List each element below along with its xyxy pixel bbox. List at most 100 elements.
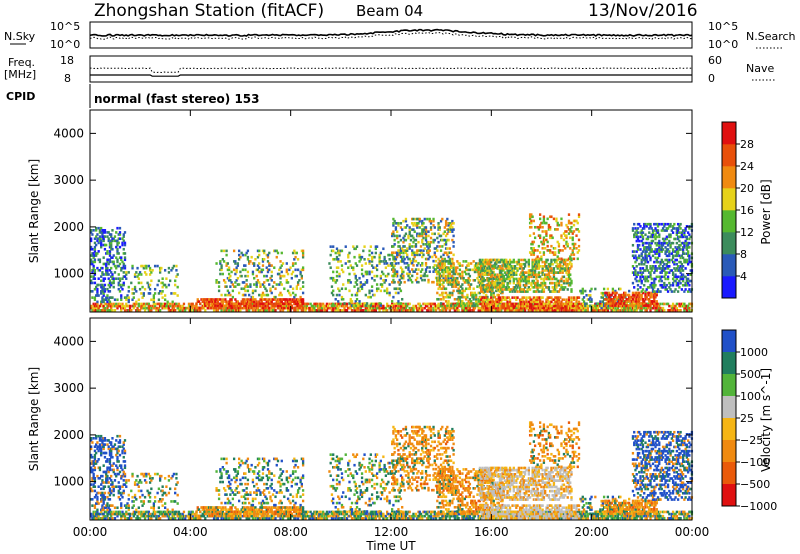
power-cell [490, 258, 493, 262]
power-cell [251, 291, 255, 295]
power-cell [536, 306, 539, 310]
power-cell [402, 304, 405, 307]
power-cell [372, 266, 375, 270]
power-cell [448, 295, 451, 299]
power-cell [446, 279, 449, 282]
power-cell [467, 308, 470, 312]
power-cell [634, 254, 637, 258]
power-cell [419, 304, 423, 308]
power-cell [449, 276, 453, 280]
power-cell [301, 308, 305, 312]
power-cell [163, 302, 167, 306]
power-cell [337, 260, 340, 263]
power-cell [111, 237, 114, 241]
power-cell [314, 304, 317, 308]
power-cell [414, 245, 418, 248]
power-cell [332, 306, 335, 310]
power-cell [419, 249, 423, 252]
power-cell [357, 308, 360, 312]
power-cell [414, 251, 418, 255]
power-cell [545, 221, 548, 225]
power-cell [399, 247, 403, 251]
power-cell [404, 226, 408, 229]
power-cell [481, 281, 484, 285]
power-cell [546, 267, 549, 270]
power-cell [590, 287, 593, 291]
power-cell [155, 308, 158, 312]
power-cell [439, 262, 443, 265]
power-cell [448, 268, 451, 271]
power-cell [384, 274, 388, 278]
power-cell [161, 304, 164, 308]
power-cell [266, 306, 270, 310]
power-cell [550, 260, 553, 264]
power-cell [502, 281, 505, 285]
power-cell [546, 240, 549, 244]
power-cell [436, 280, 439, 284]
power-cell [488, 270, 492, 274]
power-cell [428, 243, 431, 246]
power-cell [394, 306, 398, 310]
power-cell [404, 266, 408, 269]
power-cell [457, 308, 460, 312]
power-cell [244, 304, 247, 308]
power-cell [586, 306, 589, 310]
power-cell [635, 239, 638, 243]
power-cell [545, 234, 548, 237]
power-cell [391, 245, 394, 248]
power-cell [340, 249, 344, 253]
power-cell [219, 298, 222, 301]
power-cell [370, 304, 374, 308]
power-cell [240, 300, 243, 303]
power-cell [145, 306, 148, 310]
power-cell [250, 295, 253, 299]
power-cell [299, 306, 302, 310]
power-cell [601, 296, 604, 299]
power-cell [540, 257, 543, 261]
power-cell [148, 304, 152, 308]
power-cell [688, 308, 691, 312]
power-cell [264, 302, 267, 306]
power-cell [678, 304, 681, 308]
power-cell [441, 259, 444, 263]
power-cell [522, 258, 525, 262]
power-cell [244, 274, 247, 278]
power-cell [510, 288, 513, 291]
power-cell [610, 304, 613, 307]
power-cell [441, 308, 444, 312]
power-cell [285, 270, 288, 274]
power-cell [492, 293, 495, 297]
power-cell [92, 302, 95, 306]
power-cell [478, 302, 482, 306]
power-cell [530, 306, 533, 310]
power-cell [653, 290, 656, 293]
power-cell [291, 291, 295, 295]
power-cell [535, 260, 538, 264]
power-cell [656, 290, 660, 293]
power-cell [419, 274, 423, 278]
power-cell [660, 279, 663, 283]
power-cell [408, 243, 411, 246]
power-cell [636, 306, 640, 310]
power-cell [229, 304, 232, 308]
power-cell [362, 274, 365, 278]
power-cell [569, 304, 572, 308]
power-cell [140, 306, 143, 310]
power-cell [368, 306, 371, 310]
power-cell [426, 302, 429, 306]
power-cell [512, 277, 515, 281]
power-cell [552, 308, 556, 312]
power-cell [433, 268, 436, 271]
power-cell [655, 291, 658, 295]
power-cell [670, 306, 673, 310]
power-cell [93, 247, 97, 251]
power-cell [265, 289, 268, 293]
power-cell [227, 300, 231, 303]
power-cell [304, 306, 307, 310]
power-cell [325, 306, 329, 310]
power-cell [497, 293, 500, 297]
power-cell [481, 260, 484, 263]
power-cell [419, 276, 423, 280]
power-cell [661, 286, 665, 289]
